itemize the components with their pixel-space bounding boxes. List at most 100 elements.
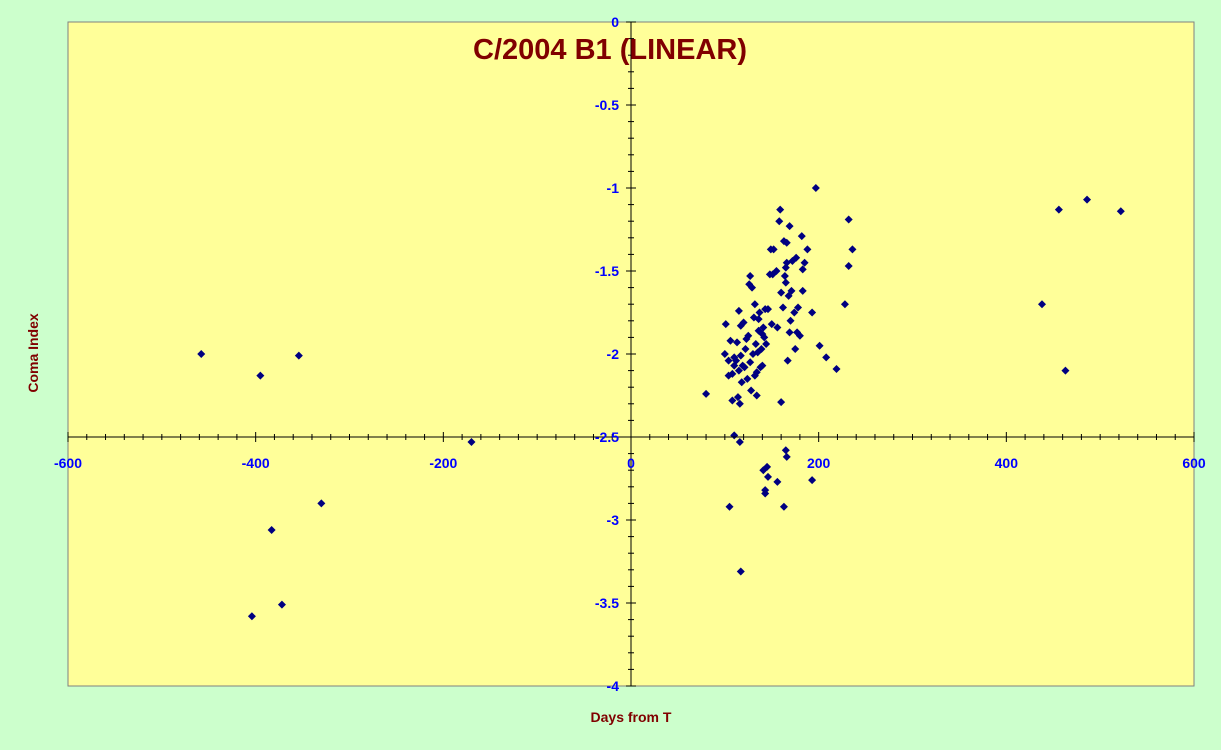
axes: -600 -400 -200 0 200 400 600 0 -0.5 -1 -1.5 -2 -2.5 -…: [54, 14, 1206, 694]
data-point: [752, 391, 761, 400]
data-point: [795, 331, 804, 340]
x-tick-label: 200: [807, 455, 831, 471]
data-point: [256, 371, 265, 380]
data-point: [754, 315, 763, 324]
data-point: [748, 283, 757, 292]
data-point: [781, 446, 790, 455]
data-point: [733, 393, 742, 402]
data-point: [741, 345, 750, 354]
data-point: [800, 258, 809, 267]
data-point: [785, 222, 794, 231]
data-point: [1083, 195, 1092, 204]
data-point: [744, 331, 753, 340]
data-point: [294, 351, 303, 360]
data-point: [782, 238, 791, 247]
data-point: [779, 303, 788, 312]
data-point: [844, 262, 853, 271]
x-tick-label: -200: [429, 455, 457, 471]
data-point: [794, 303, 803, 312]
y-tick-label: -4: [607, 678, 620, 694]
data-point: [721, 320, 730, 329]
data-point: [743, 374, 752, 383]
chart-title: C/2004 B1 (LINEAR): [473, 34, 747, 66]
data-point: [797, 232, 806, 241]
data-point: [763, 305, 772, 314]
data-point: [798, 286, 807, 295]
data-point: [746, 358, 755, 367]
data-point: [777, 398, 786, 407]
data-point: [1037, 300, 1046, 309]
data-point: [790, 308, 799, 317]
data-point: [267, 525, 276, 534]
data-point: [752, 368, 761, 377]
data-point: [780, 271, 789, 280]
y-tick-label: 0: [611, 14, 619, 30]
data-point: [751, 340, 760, 349]
data-series: [197, 184, 1125, 621]
data-point: [763, 462, 772, 471]
y-tick-label: -2: [607, 346, 620, 362]
data-point: [792, 253, 801, 262]
data-point: [808, 308, 817, 317]
data-point: [759, 323, 768, 332]
y-tick-label: -0.5: [595, 97, 619, 113]
data-point: [773, 477, 782, 486]
data-point: [757, 345, 766, 354]
data-point: [786, 316, 795, 325]
data-point: [772, 267, 781, 275]
x-tick-label: -400: [242, 455, 270, 471]
data-point: [787, 286, 796, 295]
data-point: [769, 245, 778, 254]
data-point: [782, 452, 791, 461]
data-point: [247, 612, 256, 621]
data-point: [762, 340, 771, 349]
data-point: [848, 245, 857, 254]
data-point: [734, 306, 743, 315]
data-point: [811, 184, 820, 192]
data-point: [1054, 205, 1063, 214]
data-point: [822, 353, 831, 362]
data-point: [1061, 366, 1070, 375]
data-point: [724, 356, 733, 365]
data-point: [735, 437, 744, 446]
x-tick-label: -600: [54, 455, 82, 471]
data-point: [844, 215, 853, 224]
data-point: [803, 245, 812, 254]
data-point: [734, 366, 743, 375]
data-point: [732, 356, 741, 365]
data-point: [755, 308, 764, 317]
data-point: [702, 389, 711, 398]
x-tick-label: 400: [995, 455, 1019, 471]
data-point: [467, 437, 476, 446]
data-point: [725, 502, 734, 511]
y-tick-label: -1.5: [595, 263, 619, 279]
data-point: [779, 502, 788, 511]
data-point: [735, 399, 744, 408]
data-point: [773, 323, 782, 332]
y-axis-title: Coma Index: [25, 313, 41, 393]
data-point: [781, 278, 790, 287]
data-point: [746, 271, 755, 280]
data-point: [785, 328, 794, 337]
data-point: [777, 288, 786, 297]
data-point: [783, 356, 792, 365]
data-point: [767, 320, 776, 329]
data-point: [832, 364, 841, 373]
data-point: [775, 217, 784, 226]
x-tick-label: 0: [627, 455, 635, 471]
data-point: [815, 341, 824, 350]
y-tick-label: -3: [607, 512, 620, 528]
data-point: [728, 396, 737, 405]
data-point: [776, 205, 785, 214]
data-point: [747, 386, 756, 395]
y-tick-label: -3.5: [595, 595, 619, 611]
data-point: [761, 489, 770, 498]
data-point: [750, 300, 759, 309]
data-point: [726, 336, 735, 345]
data-point: [808, 476, 817, 485]
x-axis-title: Days from T: [591, 709, 672, 725]
data-point: [736, 567, 745, 576]
data-point: [760, 333, 769, 342]
data-point: [197, 350, 206, 358]
